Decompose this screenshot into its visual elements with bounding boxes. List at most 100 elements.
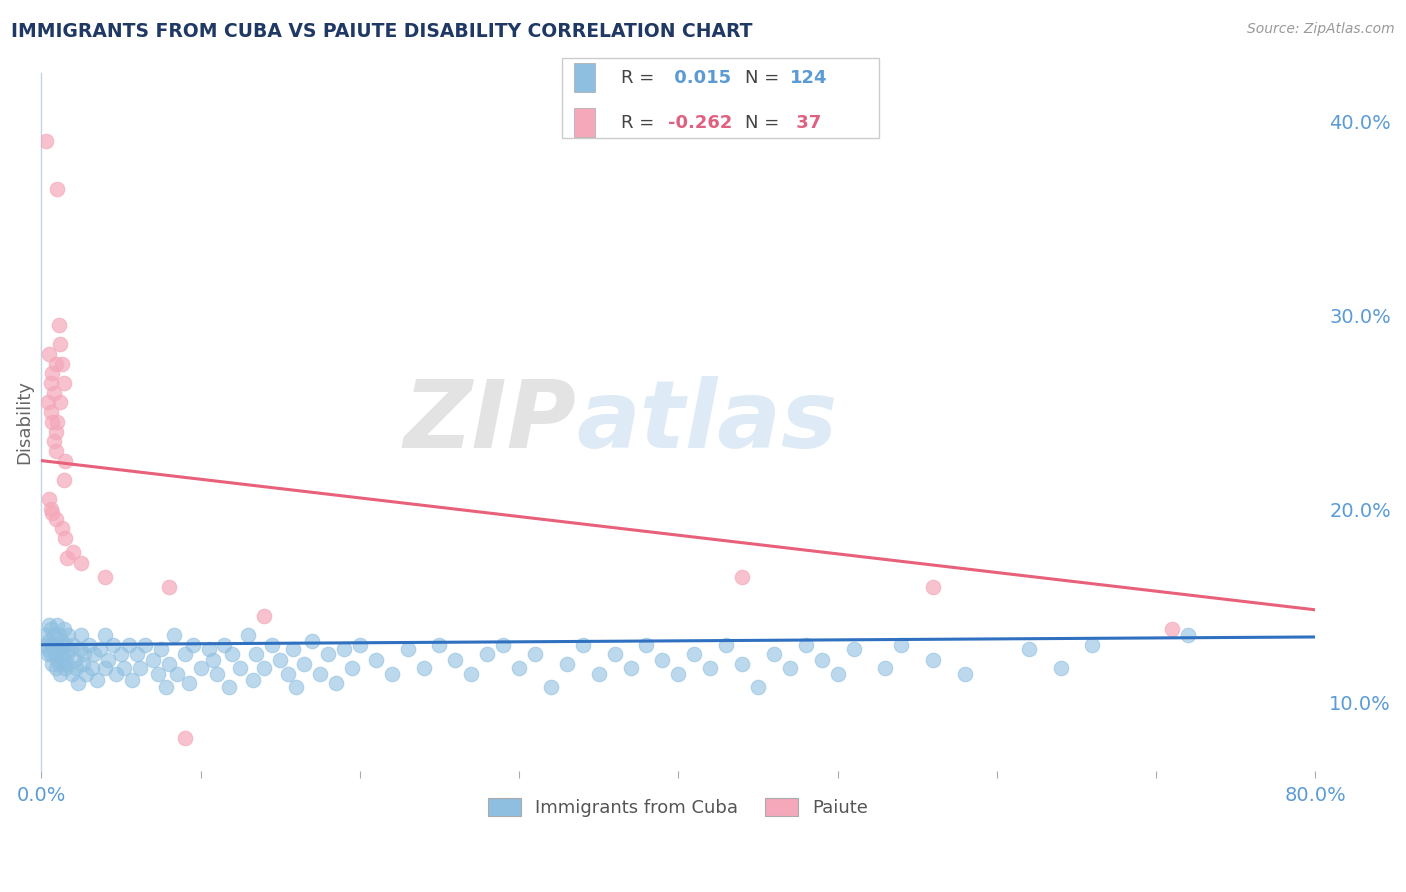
Point — [51, 648, 73, 662]
Text: 37: 37 — [790, 113, 821, 131]
Point — [162, 628, 184, 642]
Point — [83, 648, 105, 662]
Point — [52, 473, 75, 487]
Point — [89, 641, 111, 656]
Point — [52, 376, 75, 390]
Point — [762, 648, 785, 662]
Point — [46, 653, 69, 667]
Point — [301, 633, 323, 648]
Point — [48, 641, 70, 656]
Point — [181, 638, 204, 652]
Text: N =: N = — [745, 69, 779, 87]
Point — [146, 666, 169, 681]
Point — [922, 653, 945, 667]
Point — [46, 415, 69, 429]
Point — [875, 661, 897, 675]
Point — [731, 570, 754, 584]
Point — [38, 633, 60, 648]
Point — [218, 681, 240, 695]
Point — [229, 661, 252, 675]
Point — [45, 444, 67, 458]
Point — [42, 385, 65, 400]
Point — [1161, 622, 1184, 636]
Point — [41, 506, 63, 520]
Point — [34, 628, 56, 642]
Point — [46, 638, 69, 652]
Point — [619, 661, 641, 675]
Point — [555, 657, 578, 672]
Point — [412, 661, 434, 675]
Point — [277, 666, 299, 681]
Point — [508, 661, 530, 675]
Text: 0.015: 0.015 — [668, 69, 731, 87]
Point — [253, 608, 276, 623]
Point — [157, 580, 180, 594]
Point — [636, 638, 658, 652]
Point — [69, 641, 91, 656]
Point — [429, 638, 451, 652]
Point — [38, 618, 60, 632]
Point — [60, 666, 83, 681]
Point — [603, 648, 626, 662]
Text: R =: R = — [621, 69, 655, 87]
Point — [48, 628, 70, 642]
Point — [281, 641, 304, 656]
Point — [70, 557, 93, 571]
Point — [51, 633, 73, 648]
Point — [56, 550, 79, 565]
Point — [269, 653, 291, 667]
Point — [53, 453, 76, 467]
Point — [112, 661, 135, 675]
Point — [666, 666, 689, 681]
Point — [810, 653, 832, 667]
Point — [364, 653, 387, 667]
Point — [42, 628, 65, 642]
Point — [262, 638, 284, 652]
Point — [45, 512, 67, 526]
Point — [66, 676, 89, 690]
Point — [922, 580, 945, 594]
Point — [309, 666, 332, 681]
Point — [747, 681, 769, 695]
Point — [94, 661, 117, 675]
Point — [49, 395, 72, 409]
Point — [51, 521, 73, 535]
Point — [77, 638, 100, 652]
Point — [39, 648, 62, 662]
Legend: Immigrants from Cuba, Paiute: Immigrants from Cuba, Paiute — [481, 790, 876, 824]
Point — [460, 666, 482, 681]
Point — [42, 641, 65, 656]
Point — [53, 661, 76, 675]
Point — [179, 676, 201, 690]
Point — [37, 648, 59, 662]
Point — [202, 653, 225, 667]
Point — [49, 657, 72, 672]
Point — [190, 661, 212, 675]
Point — [56, 657, 79, 672]
Point — [1081, 638, 1104, 652]
Point — [349, 638, 371, 652]
Text: N =: N = — [745, 113, 779, 131]
Point — [333, 641, 356, 656]
Point — [94, 628, 117, 642]
Point — [125, 648, 148, 662]
Point — [110, 648, 132, 662]
Point — [41, 657, 63, 672]
Point — [779, 661, 801, 675]
Point — [59, 641, 82, 656]
Point — [157, 657, 180, 672]
Point — [245, 648, 267, 662]
Point — [316, 648, 339, 662]
Point — [444, 653, 467, 667]
Point — [129, 661, 152, 675]
Point — [197, 641, 219, 656]
Point — [39, 502, 62, 516]
Point — [35, 134, 58, 148]
Point — [524, 648, 547, 662]
Point — [97, 653, 120, 667]
Point — [794, 638, 817, 652]
Point — [82, 661, 104, 675]
Point — [37, 641, 59, 656]
Point — [73, 648, 96, 662]
Point — [46, 618, 69, 632]
